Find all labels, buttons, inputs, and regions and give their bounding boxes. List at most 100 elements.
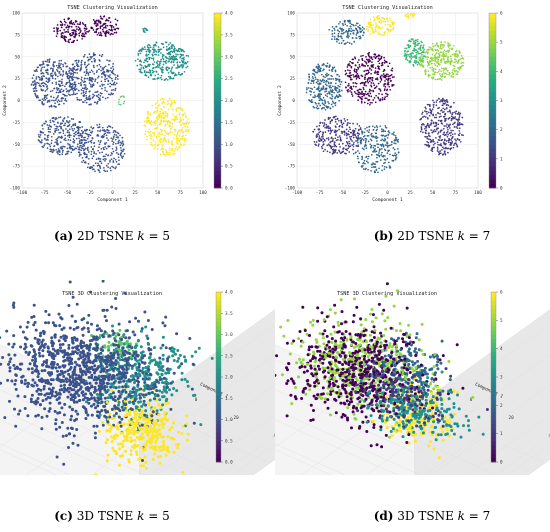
scatter-point bbox=[40, 82, 43, 85]
scatter-point bbox=[27, 382, 31, 386]
scatter-point bbox=[358, 59, 360, 61]
scatter-point bbox=[358, 64, 361, 66]
scatter-point bbox=[419, 48, 421, 50]
scatter-point bbox=[347, 84, 350, 87]
scatter-point bbox=[426, 64, 429, 67]
scatter-point bbox=[325, 90, 328, 93]
scatter-point bbox=[75, 133, 77, 136]
scatter-point bbox=[82, 136, 85, 139]
scatter-point bbox=[89, 84, 92, 86]
scatter-point bbox=[310, 99, 313, 101]
scatter-point bbox=[336, 29, 339, 32]
scatter-point bbox=[415, 39, 417, 41]
scatter-point bbox=[392, 26, 395, 29]
scatter-point bbox=[56, 137, 59, 140]
scatter-point bbox=[451, 60, 453, 63]
scatter-point bbox=[340, 119, 343, 122]
scatter-point bbox=[147, 53, 150, 56]
scatter-point bbox=[11, 303, 15, 307]
scatter-point bbox=[84, 161, 87, 164]
scatter-point bbox=[56, 87, 58, 89]
scatter-point bbox=[139, 68, 142, 71]
scatter-point bbox=[87, 98, 89, 101]
scatter-point bbox=[91, 85, 94, 88]
scatter-point bbox=[112, 88, 115, 91]
scatter-point bbox=[456, 145, 459, 148]
scatter-point bbox=[69, 38, 72, 41]
scatter-point bbox=[95, 91, 98, 93]
scatter-point bbox=[49, 105, 51, 108]
colorbar-segment bbox=[214, 157, 221, 163]
scatter-point bbox=[32, 87, 35, 90]
scatter-point bbox=[352, 24, 355, 27]
scatter-point bbox=[86, 137, 89, 140]
scatter-point bbox=[331, 119, 333, 121]
scatter-point bbox=[432, 59, 435, 62]
scatter-point bbox=[441, 104, 444, 107]
scatter-point bbox=[98, 146, 100, 148]
scatter-point bbox=[81, 80, 83, 82]
scatter-point bbox=[367, 134, 370, 137]
scatter-point bbox=[331, 148, 334, 151]
scatter-point bbox=[147, 64, 150, 66]
scatter-point bbox=[34, 85, 37, 88]
scatter-point bbox=[383, 98, 386, 101]
scatter-point bbox=[322, 63, 325, 66]
scatter-point bbox=[47, 128, 50, 131]
scatter-point bbox=[410, 54, 413, 56]
scatter-point bbox=[369, 76, 372, 79]
scatter-point bbox=[152, 78, 154, 80]
scatter-point bbox=[424, 106, 427, 109]
scatter-point bbox=[165, 120, 167, 123]
scatter-point bbox=[387, 130, 390, 132]
scatter-point bbox=[347, 143, 349, 145]
scatter-point bbox=[438, 53, 441, 56]
scatter-point bbox=[107, 69, 109, 72]
scatter-point bbox=[78, 137, 80, 140]
scatter-point bbox=[155, 53, 158, 56]
scatter-point bbox=[45, 83, 47, 86]
scatter-point bbox=[355, 24, 357, 27]
scatter-point bbox=[442, 127, 445, 130]
scatter-point bbox=[317, 78, 319, 81]
scatter-point bbox=[26, 320, 30, 324]
scatter-point bbox=[367, 53, 370, 56]
scatter-point bbox=[422, 51, 425, 54]
y-tick-label: 100 bbox=[12, 11, 20, 17]
scatter-point bbox=[85, 97, 88, 100]
colorbar-segment bbox=[489, 52, 496, 58]
scatter-point bbox=[61, 122, 63, 125]
scatter-point bbox=[160, 58, 162, 61]
colorbar-tick-label: 3 bbox=[500, 98, 503, 104]
scatter-point bbox=[33, 320, 37, 324]
scatter-point bbox=[84, 24, 87, 26]
scatter-point bbox=[54, 118, 57, 121]
scatter-point bbox=[115, 148, 118, 150]
scatter-point bbox=[51, 82, 54, 84]
scatter-point bbox=[67, 142, 69, 145]
scatter-point bbox=[114, 158, 117, 161]
scatter-point bbox=[168, 147, 171, 150]
scatter-point bbox=[56, 75, 59, 78]
scatter-point bbox=[58, 392, 62, 396]
scatter-point bbox=[93, 94, 96, 97]
scatter-point bbox=[309, 93, 312, 96]
scatter-point bbox=[101, 126, 104, 129]
scatter-point bbox=[46, 87, 49, 90]
scatter-point bbox=[448, 73, 451, 76]
scatter-point bbox=[353, 70, 356, 73]
scatter-point bbox=[67, 129, 69, 132]
scatter-point bbox=[397, 138, 399, 141]
scatter-point bbox=[175, 108, 178, 110]
scatter-point bbox=[429, 109, 432, 111]
scatter-point bbox=[326, 150, 329, 153]
scatter-point bbox=[97, 126, 99, 129]
scatter-point bbox=[450, 75, 453, 78]
scatter-point bbox=[88, 29, 91, 32]
scatter-point bbox=[172, 113, 174, 116]
scatter-point bbox=[70, 426, 73, 430]
scatter-point bbox=[163, 138, 166, 140]
scatter-point bbox=[81, 161, 83, 163]
colorbar-segment bbox=[489, 69, 496, 75]
scatter-point bbox=[112, 33, 114, 36]
